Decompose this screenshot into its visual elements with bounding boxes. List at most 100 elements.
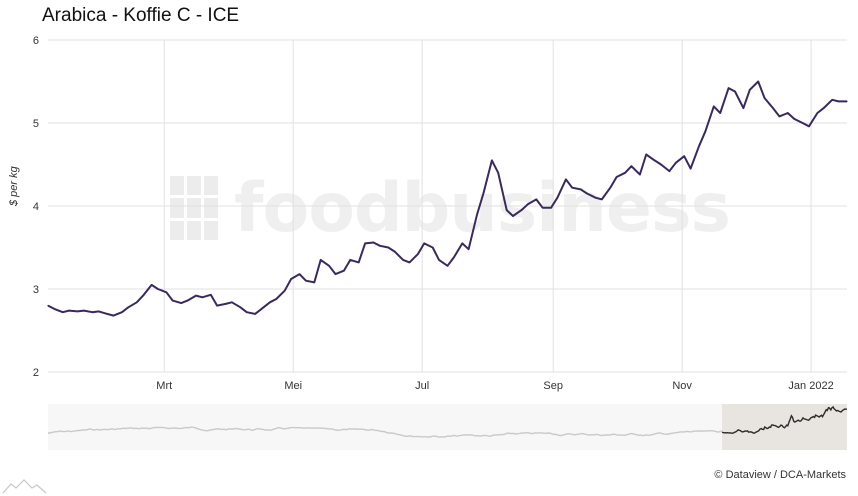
data-point bbox=[461, 242, 463, 244]
x-tick-label: Jul bbox=[415, 380, 429, 392]
data-point bbox=[654, 159, 656, 161]
data-point bbox=[846, 100, 848, 102]
data-point bbox=[98, 310, 100, 312]
data-point bbox=[83, 310, 85, 312]
data-point bbox=[254, 313, 256, 315]
data-point bbox=[387, 246, 389, 249]
navigator-history-line bbox=[48, 426, 723, 438]
data-point bbox=[719, 112, 721, 114]
data-point bbox=[542, 207, 544, 209]
data-point bbox=[713, 105, 715, 107]
data-point bbox=[580, 188, 582, 190]
data-point bbox=[269, 301, 271, 303]
y-tick-label: 5 bbox=[33, 118, 39, 130]
data-point bbox=[216, 305, 218, 307]
chart-title: Arabica - Koffie C - ICE bbox=[42, 5, 240, 26]
data-point bbox=[787, 112, 789, 114]
data-point bbox=[550, 207, 552, 209]
x-tick-labels: Mrt Mei Jul Sep Nov Jan 2022 bbox=[156, 380, 833, 392]
data-point bbox=[379, 245, 381, 247]
data-point bbox=[609, 187, 611, 189]
data-point bbox=[512, 215, 514, 217]
data-point bbox=[823, 107, 825, 109]
data-point bbox=[808, 125, 810, 127]
data-point bbox=[423, 242, 425, 244]
data-point bbox=[334, 273, 337, 275]
data-point bbox=[639, 173, 641, 176]
navigator[interactable] bbox=[48, 404, 847, 450]
data-point bbox=[239, 306, 241, 308]
data-point bbox=[586, 192, 588, 195]
data-point bbox=[742, 107, 745, 109]
data-point bbox=[68, 310, 70, 312]
data-point bbox=[630, 165, 633, 167]
data-point bbox=[106, 313, 108, 315]
data-point bbox=[468, 248, 470, 250]
data-point bbox=[837, 100, 840, 102]
x-tick-label: Nov bbox=[672, 380, 692, 392]
data-point bbox=[520, 209, 523, 211]
data-point bbox=[260, 308, 263, 310]
mountain-logo-icon bbox=[2, 479, 47, 494]
data-point bbox=[284, 290, 286, 292]
data-point bbox=[527, 203, 529, 205]
data-point bbox=[535, 198, 537, 200]
data-point bbox=[491, 159, 493, 161]
data-point bbox=[497, 172, 499, 174]
y-tick-label: 3 bbox=[33, 284, 39, 296]
y-tick-label: 4 bbox=[33, 201, 39, 213]
data-point bbox=[112, 315, 115, 317]
data-point bbox=[645, 153, 647, 156]
data-point bbox=[142, 295, 144, 297]
credits-text: © Dataview / DCA-Markets bbox=[714, 469, 846, 481]
data-point bbox=[210, 294, 212, 296]
data-point bbox=[778, 115, 781, 117]
data-point bbox=[305, 280, 307, 282]
data-point bbox=[660, 163, 662, 166]
data-point bbox=[601, 198, 603, 200]
data-point bbox=[372, 241, 375, 244]
data-point bbox=[290, 278, 292, 280]
data-point bbox=[476, 213, 478, 215]
data-point bbox=[683, 155, 685, 157]
data-point bbox=[816, 112, 819, 114]
data-point bbox=[690, 168, 692, 170]
data-point bbox=[506, 209, 508, 211]
data-point bbox=[320, 259, 322, 261]
data-point bbox=[802, 122, 804, 124]
data-point bbox=[298, 273, 301, 275]
data-point bbox=[408, 261, 411, 263]
data-point bbox=[438, 259, 440, 261]
data-point bbox=[764, 97, 766, 99]
data-point bbox=[91, 311, 93, 313]
data-point bbox=[757, 80, 759, 83]
data-point bbox=[394, 251, 396, 253]
data-point bbox=[195, 295, 197, 297]
data-point bbox=[62, 311, 64, 313]
data-point bbox=[616, 176, 618, 178]
data-point bbox=[47, 305, 49, 307]
navigator-selected-line bbox=[721, 405, 847, 435]
data-point bbox=[231, 301, 233, 303]
data-point bbox=[313, 281, 315, 283]
data-point bbox=[565, 178, 567, 180]
data-point bbox=[364, 242, 366, 244]
data-point bbox=[77, 310, 79, 312]
data-point bbox=[734, 90, 736, 93]
data-point bbox=[402, 259, 404, 261]
x-tick-label: Mrt bbox=[156, 380, 172, 392]
data-point bbox=[417, 253, 419, 255]
y-tick-labels: 2 3 4 5 6 bbox=[33, 35, 39, 379]
data-point bbox=[275, 298, 277, 300]
data-point bbox=[180, 302, 182, 304]
data-point bbox=[328, 265, 330, 267]
data-point bbox=[624, 172, 626, 174]
data-point bbox=[151, 284, 153, 286]
data-point bbox=[358, 261, 360, 263]
x-tick-label: Jan 2022 bbox=[788, 380, 833, 392]
y-tick-label: 2 bbox=[33, 367, 39, 379]
navigator-background bbox=[48, 404, 847, 450]
data-point bbox=[668, 170, 671, 172]
